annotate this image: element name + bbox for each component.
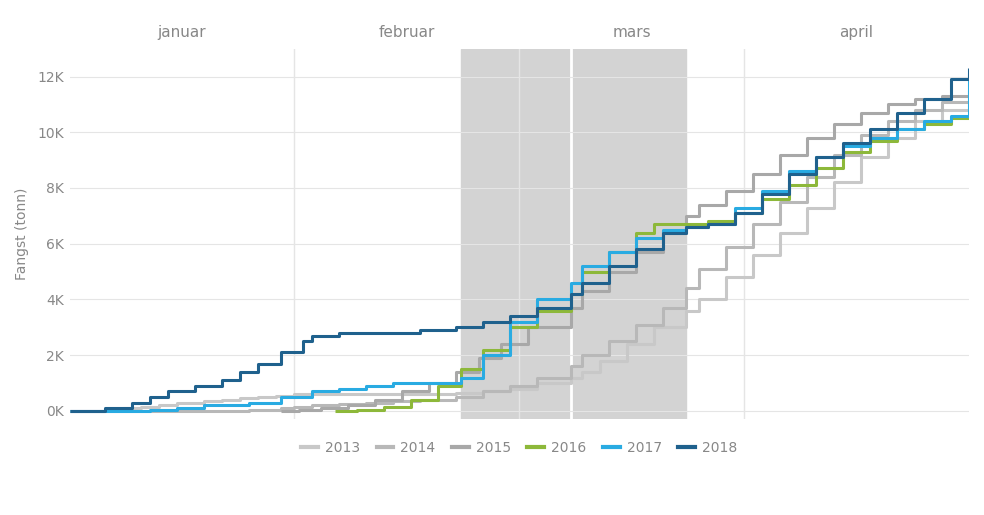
- Y-axis label: Fangst (tonn): Fangst (tonn): [15, 188, 29, 280]
- Legend: 2013, 2014, 2015, 2016, 2017, 2018: 2013, 2014, 2015, 2016, 2017, 2018: [296, 436, 743, 460]
- Bar: [461, 48, 686, 419]
